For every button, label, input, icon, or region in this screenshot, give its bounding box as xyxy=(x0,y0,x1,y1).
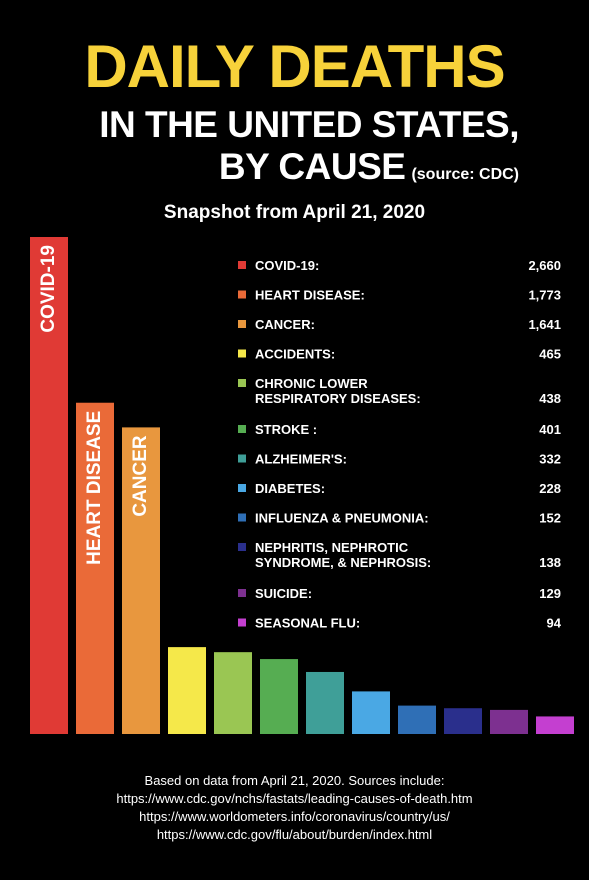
bar-accidents xyxy=(168,647,206,734)
legend-label: DIABETES: xyxy=(255,481,325,496)
legend-item-alzheimer-s: ALZHEIMER'S: 332 xyxy=(238,452,561,467)
bar-covid-19 xyxy=(30,237,68,734)
legend-label: COVID-19: xyxy=(255,258,319,273)
legend-label: STROKE : xyxy=(255,422,317,437)
legend-item-accidents: ACCIDENTS: 465 xyxy=(238,347,561,362)
legend: COVID-19: 2,660 HEART DISEASE: 1,773 CANCER:… xyxy=(238,258,562,631)
legend-swatch xyxy=(238,425,246,433)
legend-item-suicide: SUICIDE: 129 xyxy=(238,586,561,601)
legend-item-diabetes: DIABETES: 228 xyxy=(238,481,561,496)
snapshot-date: Snapshot from April 21, 2020 xyxy=(163,202,426,223)
bar-label-covid-19: COVID-19 xyxy=(38,245,59,333)
bar-heart-disease xyxy=(76,402,114,734)
legend-value: 1,641 xyxy=(528,317,561,332)
legend-label: SYNDROME, & NEPHROSIS: xyxy=(255,555,431,570)
legend-value: 138 xyxy=(539,555,561,570)
legend-value: 1,773 xyxy=(528,288,561,303)
legend-item-cancer: CANCER: 1,641 xyxy=(238,317,561,332)
bar-stroke xyxy=(260,659,298,734)
chart-subtitle: IN THE UNITED STATES, BY CAUSE (source: C… xyxy=(99,104,519,196)
legend-swatch xyxy=(238,589,246,597)
subtitle-line-1: IN THE UNITED STATES, xyxy=(99,104,519,145)
legend-swatch xyxy=(238,349,246,358)
bar-diabetes xyxy=(352,691,390,734)
source-note: (source: CDC) xyxy=(411,166,519,183)
legend-swatch xyxy=(238,484,246,492)
legend-value: 152 xyxy=(539,511,561,526)
legend-label: CANCER: xyxy=(255,317,315,332)
legend-item-seasonal-flu: SEASONAL FLU: 94 xyxy=(238,616,562,631)
legend-value: 2,660 xyxy=(528,258,561,273)
legend-item-heart-disease: HEART DISEASE: 1,773 xyxy=(238,288,561,303)
legend-swatch xyxy=(238,379,246,387)
legend-swatch xyxy=(238,454,246,463)
legend-label: SUICIDE: xyxy=(255,586,312,601)
footer-line-3: https://www.worldometers.info/coronaviru… xyxy=(139,809,450,824)
legend-label: HEART DISEASE: xyxy=(255,288,365,303)
footer-line-2: https://www.cdc.gov/nchs/fastats/leading… xyxy=(116,791,473,806)
legend-swatch xyxy=(238,513,246,522)
legend-label: SEASONAL FLU: xyxy=(255,616,360,631)
chart-title: DAILY DEATHS xyxy=(84,33,505,100)
bar-labels-group: COVID-19 HEART DISEASE CANCER xyxy=(38,245,151,565)
legend-value: 129 xyxy=(539,586,561,601)
legend-swatch xyxy=(238,320,246,328)
legend-swatch xyxy=(238,290,246,299)
bars-group xyxy=(30,237,574,734)
bar-cancer xyxy=(122,427,160,734)
legend-item-stroke: STROKE : 401 xyxy=(238,422,561,437)
bar-nephritis-nephrotic-syndrome-nephrosis xyxy=(444,708,482,734)
legend-label: INFLUENZA & PNEUMONIA: xyxy=(255,511,429,526)
footer-sources: Based on data from April 21, 2020. Sourc… xyxy=(0,772,589,844)
bar-chart: COVID-19 HEART DISEASE CANCER COVID-19: 2,6… xyxy=(30,237,574,734)
footer-line-1: Based on data from April 21, 2020. Sourc… xyxy=(144,773,445,788)
legend-item-influenza-pneumonia: INFLUENZA & PNEUMONIA: 152 xyxy=(238,511,561,526)
legend-value: 465 xyxy=(539,347,561,362)
legend-swatch xyxy=(238,618,246,627)
legend-value: 438 xyxy=(539,391,561,406)
bar-label-cancer: CANCER xyxy=(130,435,151,517)
bar-seasonal-flu xyxy=(536,716,574,734)
legend-swatch xyxy=(238,261,246,269)
bar-label-heart-disease: HEART DISEASE xyxy=(84,411,105,565)
legend-label: NEPHRITIS, NEPHROTIC xyxy=(255,540,409,555)
legend-label: ACCIDENTS: xyxy=(255,347,335,362)
bar-suicide xyxy=(490,709,528,734)
legend-value: 332 xyxy=(539,452,561,467)
footer-line-4: https://www.cdc.gov/flu/about/burden/ind… xyxy=(156,827,433,842)
legend-label: ALZHEIMER'S: xyxy=(255,452,347,467)
legend-swatch xyxy=(238,543,246,551)
bar-alzheimer-s xyxy=(306,671,344,734)
legend-value: 228 xyxy=(539,481,561,496)
legend-value: 401 xyxy=(539,422,561,437)
legend-item-covid-19: COVID-19: 2,660 xyxy=(238,258,561,273)
subtitle-line-2: BY CAUSE (source: CDC) xyxy=(99,146,519,196)
subtitle-by-cause: BY CAUSE xyxy=(218,146,406,187)
legend-label: RESPIRATORY DISEASES: xyxy=(255,391,421,406)
legend-value: 94 xyxy=(547,616,562,631)
bar-influenza-pneumonia xyxy=(398,705,436,734)
legend-label: CHRONIC LOWER xyxy=(255,376,368,391)
bar-chronic-lower-respiratory-diseases xyxy=(214,652,252,734)
